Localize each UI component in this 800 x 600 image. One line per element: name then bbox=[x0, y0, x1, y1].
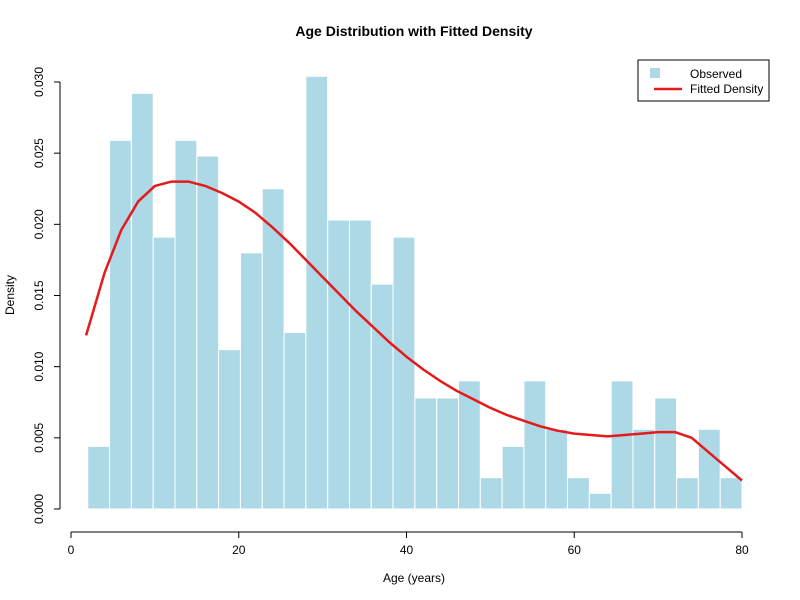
histogram-bar-29 bbox=[719, 477, 743, 510]
histogram-bar-28 bbox=[697, 428, 721, 510]
histogram-bar-12 bbox=[348, 219, 372, 510]
fitted-density-line bbox=[84, 180, 743, 482]
legend-label-observed: Observed bbox=[690, 67, 742, 81]
legend-box bbox=[637, 59, 770, 102]
y-axis-label: Density bbox=[3, 275, 17, 315]
histogram-bar-11 bbox=[327, 219, 350, 510]
x-tick-label-3: 60 bbox=[568, 543, 582, 557]
density-curve-layer bbox=[84, 180, 743, 482]
legend-swatch-observed bbox=[650, 68, 660, 78]
y-tick-label-5: 0.025 bbox=[32, 138, 46, 168]
histogram-bar-23 bbox=[588, 492, 612, 510]
histogram-bar-1 bbox=[109, 139, 132, 510]
x-tick-label-4: 80 bbox=[735, 543, 749, 557]
histogram-bar-2 bbox=[130, 92, 154, 510]
y-axis: 0.000 0.005 0.010 0.015 0.020 0.025 0.030 bbox=[32, 67, 61, 524]
legend: Observed Fitted Density bbox=[637, 59, 770, 102]
legend-label-fitted: Fitted Density bbox=[690, 82, 763, 96]
histogram-bar-25 bbox=[632, 428, 656, 510]
histogram-bar-16 bbox=[436, 397, 460, 510]
chart-title: Age Distribution with Fitted Density bbox=[295, 23, 532, 39]
histogram-bar-21 bbox=[545, 428, 569, 510]
histogram-bar-13 bbox=[370, 283, 394, 510]
histogram-bar-15 bbox=[414, 397, 438, 510]
histogram-bar-17 bbox=[458, 380, 481, 510]
histogram-bar-8 bbox=[261, 188, 285, 510]
y-tick-label-1: 0.005 bbox=[32, 422, 46, 452]
histogram-bars bbox=[87, 75, 743, 510]
x-axis-label: Age (years) bbox=[383, 571, 445, 585]
x-tick-label-1: 20 bbox=[232, 543, 246, 557]
histogram-bar-26 bbox=[654, 397, 678, 510]
histogram-bar-10 bbox=[305, 75, 329, 510]
histogram-bar-14 bbox=[392, 236, 416, 510]
histogram-bar-24 bbox=[610, 380, 634, 510]
y-tick-label-3: 0.015 bbox=[32, 280, 46, 310]
x-axis: 0 20 40 60 80 bbox=[68, 531, 749, 557]
y-tick-label-2: 0.010 bbox=[32, 351, 46, 381]
x-tick-label-2: 40 bbox=[400, 543, 414, 557]
histogram-bar-22 bbox=[567, 477, 590, 510]
histogram-bar-3 bbox=[152, 236, 176, 510]
histogram-bar-20 bbox=[523, 380, 547, 510]
histogram-bar-27 bbox=[676, 477, 699, 510]
histogram-bar-18 bbox=[479, 477, 503, 510]
histogram-bar-5 bbox=[196, 155, 220, 510]
histogram-bar-6 bbox=[218, 349, 241, 510]
histogram-bar-0 bbox=[87, 445, 111, 510]
x-tick-label-0: 0 bbox=[68, 543, 75, 557]
y-tick-label-6: 0.030 bbox=[32, 67, 46, 97]
histogram-bar-9 bbox=[283, 332, 307, 510]
histogram-bar-7 bbox=[239, 252, 263, 510]
histogram-bar-4 bbox=[174, 139, 198, 510]
histogram-bar-19 bbox=[501, 445, 525, 510]
y-tick-label-4: 0.020 bbox=[32, 209, 46, 239]
y-tick-label-0: 0.000 bbox=[32, 494, 46, 524]
